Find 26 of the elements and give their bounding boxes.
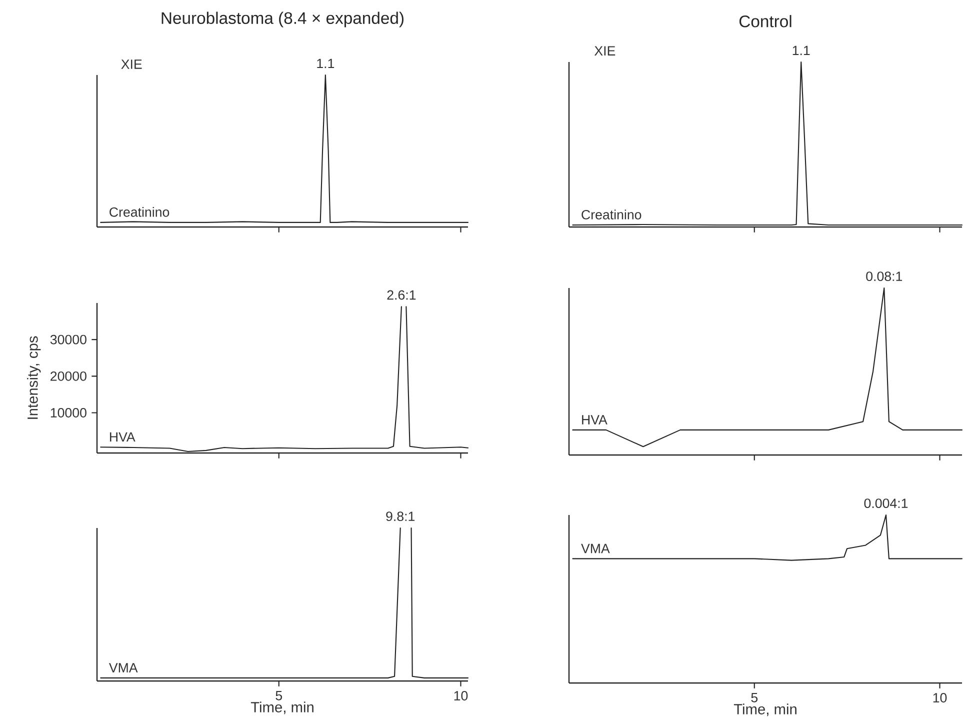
x-tick-label: 10	[933, 693, 947, 702]
y-axis-title: Intensity, cps	[27, 336, 41, 419]
annotation: HVA	[110, 432, 136, 442]
annotation: HVA	[582, 415, 608, 424]
annotation: 9.8:1	[386, 512, 415, 522]
x-tick-label: 5	[276, 691, 282, 700]
chart-title: Neuroblastoma (8.4 × expanded)	[162, 12, 404, 28]
y-tick-label: 20000	[50, 371, 86, 381]
y-tick-label: 10000	[50, 408, 86, 418]
chart-title: Control	[739, 15, 792, 28]
annotation: VMA	[581, 544, 610, 554]
text: XIE	[594, 46, 616, 56]
annotation: 0.004:1	[864, 498, 908, 508]
annotation: Creatinino	[110, 207, 170, 217]
y-tick-label: 30000	[50, 334, 86, 344]
x-tick-label: 10	[454, 691, 468, 700]
annotation: 1.1	[792, 46, 810, 56]
text: XIE	[121, 60, 142, 69]
annotation: Creatinino	[582, 210, 642, 220]
x-tick-label: 5	[751, 693, 758, 702]
annotation: 0.08:1	[866, 272, 902, 282]
x-axis-title: Time, min	[250, 702, 314, 714]
annotation: 2.6:1	[387, 290, 416, 300]
x-axis-title: Time, min	[734, 704, 796, 716]
annotation: 1.1	[317, 58, 334, 68]
annotation: VMA	[108, 663, 138, 672]
